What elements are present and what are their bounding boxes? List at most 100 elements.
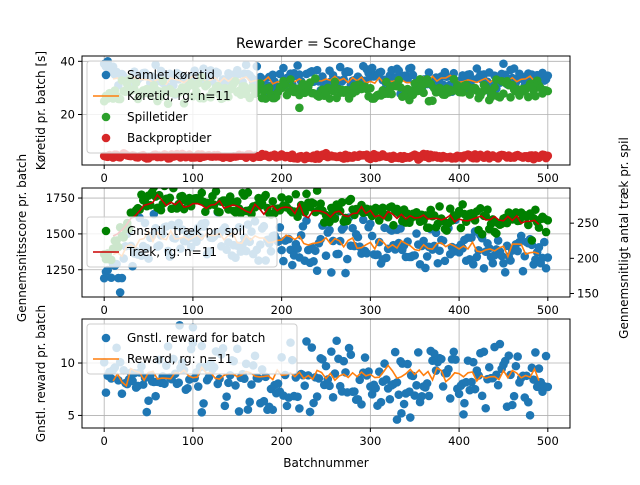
data-point: [160, 379, 169, 389]
data-point: [438, 382, 448, 391]
data-point: [318, 72, 327, 81]
data-point: [335, 62, 345, 72]
data-point: [531, 91, 540, 101]
legend-marker: [101, 333, 111, 343]
data-point: [346, 350, 356, 360]
data-point: [458, 88, 467, 97]
data-point: [499, 259, 508, 268]
data-point: [380, 359, 389, 368]
data-point: [268, 405, 278, 415]
data-point: [115, 288, 125, 297]
data-point: [483, 205, 492, 214]
data-point: [243, 188, 253, 197]
data-point: [387, 89, 396, 99]
data-point: [332, 336, 341, 346]
data-point: [516, 231, 526, 241]
data-point: [382, 253, 391, 263]
data-point: [421, 263, 430, 273]
y-tick-label: 1500: [46, 227, 75, 241]
data-point: [460, 398, 469, 408]
data-point: [149, 209, 159, 219]
x-tick-label: 200: [271, 171, 293, 185]
data-point: [506, 93, 515, 102]
data-point: [399, 399, 409, 409]
data-point: [362, 248, 372, 258]
data-point: [396, 224, 405, 233]
axes-frame: [81, 187, 571, 298]
data-point: [500, 267, 510, 277]
data-point: [539, 237, 549, 247]
data-point: [211, 188, 221, 196]
data-point: [101, 388, 111, 397]
data-point: [360, 353, 370, 362]
data-point: [160, 188, 169, 191]
series-points-1: [99, 320, 553, 424]
data-point: [543, 253, 553, 262]
data-point: [344, 343, 354, 353]
data-point: [309, 199, 318, 208]
data-point: [408, 70, 418, 80]
data-point: [468, 260, 478, 269]
legend-box: [86, 323, 298, 375]
data-point: [321, 361, 331, 371]
data-point: [215, 207, 224, 217]
data-point: [142, 407, 152, 417]
data-point: [169, 188, 178, 193]
x-tick-label: 100: [182, 434, 204, 448]
legend-label: Reward, rg: n=11: [127, 352, 232, 366]
data-point: [357, 400, 366, 409]
data-point: [245, 397, 254, 407]
data-point: [376, 67, 386, 77]
data-point: [204, 373, 214, 382]
data-point: [394, 390, 404, 400]
data-point: [513, 352, 522, 361]
data-point: [445, 394, 455, 403]
data-point: [479, 264, 489, 273]
data-point: [220, 401, 230, 411]
data-point: [151, 391, 160, 401]
data-point: [353, 232, 363, 242]
panel-3: 0 100 200 300 400 500 5 10 Gnstl. reward pr. bat…: [34, 305, 571, 470]
panel-2: 0 100 200 300 400 500 1250 1500 1750 150 200 250 Gen…: [15, 137, 631, 339]
data-point: [256, 79, 265, 88]
data-point: [509, 64, 519, 73]
data-point: [523, 220, 533, 230]
data-point-outlier: [459, 410, 468, 419]
data-point: [484, 362, 494, 372]
data-point: [541, 263, 551, 273]
data-point: [509, 391, 519, 401]
legend-label: Køretid, rg: n=11: [127, 89, 231, 103]
data-point: [325, 225, 334, 235]
y-tick-label: 10: [60, 356, 75, 370]
data-point: [279, 63, 288, 73]
data-point: [243, 405, 253, 414]
data-point: [341, 268, 350, 278]
data-point: [138, 380, 148, 389]
data-point: [410, 391, 420, 400]
data-point: [279, 256, 288, 266]
data-point: [472, 252, 482, 262]
data-point: [419, 88, 428, 98]
legend-label: Træk, rg: n=11: [126, 245, 217, 259]
data-point: [183, 383, 192, 393]
data-point: [543, 71, 553, 80]
legend-box: [86, 60, 258, 154]
data-point: [339, 356, 349, 366]
y2-tick-label: 200: [577, 251, 599, 265]
x-tick-label: 0: [101, 171, 108, 185]
data-point: [413, 348, 423, 357]
data-point: [302, 337, 311, 346]
x-tick-label: 400: [448, 171, 470, 185]
data-point: [312, 65, 322, 75]
data-point: [264, 83, 274, 93]
data-point: [165, 193, 175, 203]
x-tick-label: 500: [537, 303, 559, 317]
data-point-outlier: [392, 415, 402, 424]
data-point-outlier: [405, 413, 415, 422]
data-point: [382, 77, 391, 87]
x-tick-label: 300: [359, 303, 381, 317]
data-point: [275, 223, 285, 232]
data-point: [312, 188, 322, 195]
